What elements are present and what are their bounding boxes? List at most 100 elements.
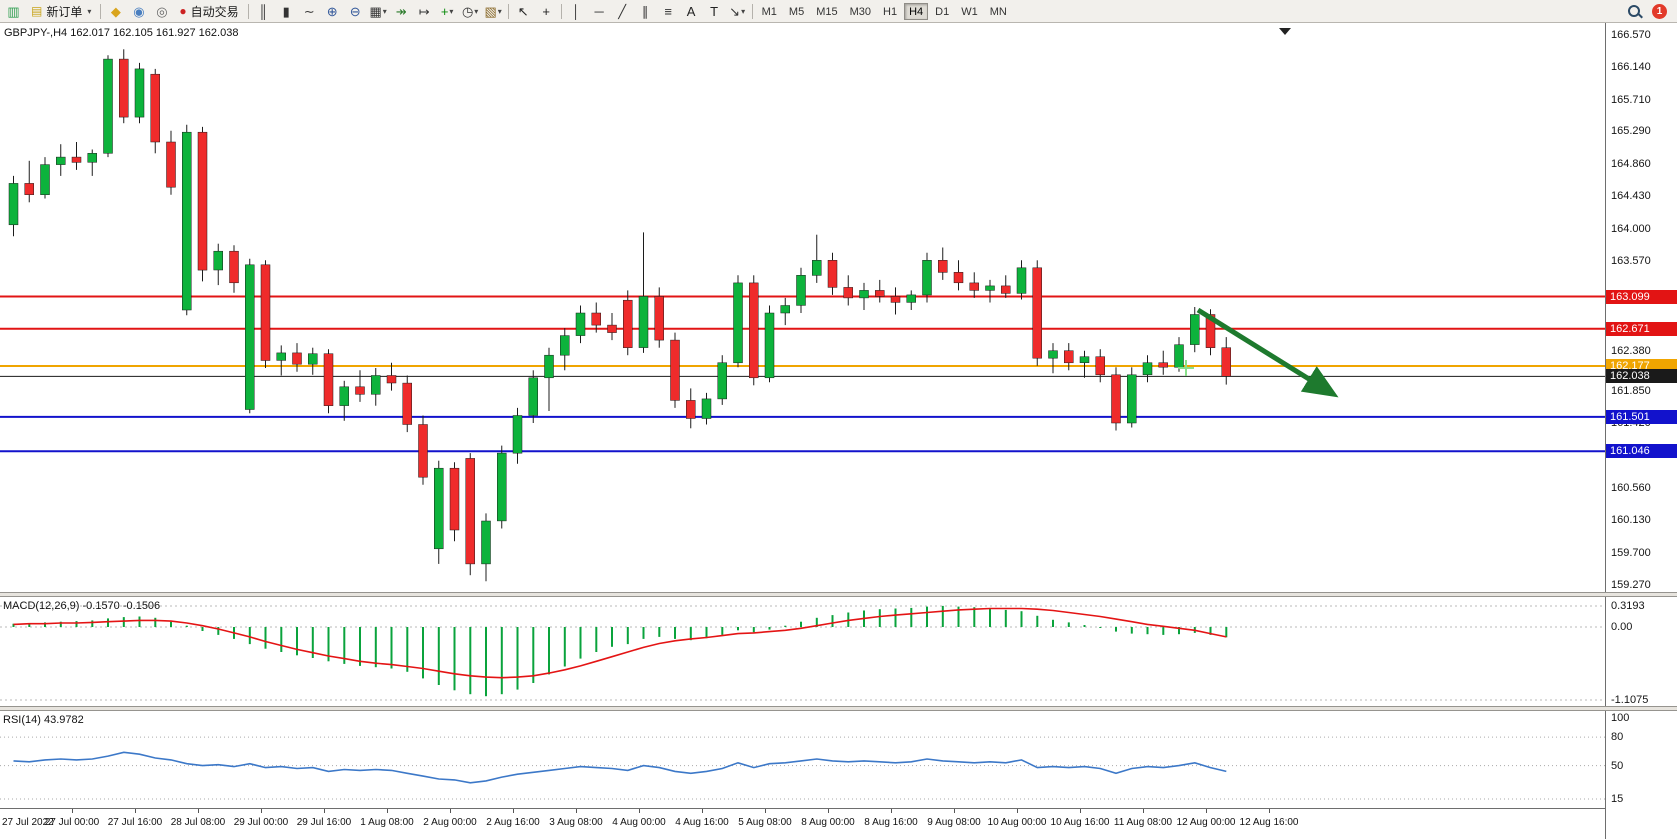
panel-separator[interactable] — [0, 592, 1677, 597]
notification-badge[interactable]: 1 — [1652, 3, 1667, 19]
search-icon[interactable] — [1626, 3, 1643, 19]
timeframe-button-M1[interactable]: M1 — [761, 5, 777, 18]
text-tool-icon[interactable]: A — [686, 3, 696, 19]
fibonacci-icon[interactable]: ≡ — [664, 3, 672, 19]
time-axis-tick — [576, 809, 577, 813]
terminal-icon[interactable]: ◎ — [156, 3, 168, 19]
trendline-icon[interactable]: ╱ — [618, 3, 627, 19]
price-tick-label: 165.290 — [1611, 125, 1651, 137]
templates-icon[interactable]: ▧ ▾ — [484, 3, 502, 19]
price-tick-label: 161.850 — [1611, 385, 1651, 397]
time-axis-label: 12 Aug 16:00 — [1239, 817, 1299, 828]
periods-icon[interactable]: ◷ ▾ — [461, 3, 479, 19]
price-axis[interactable]: 166.570 166.140 165.710 165.290 164.860 164.4… — [1605, 23, 1677, 839]
timeframe-button-D1[interactable]: D1 — [935, 5, 950, 18]
macd-tick-label: -1.1075 — [1611, 694, 1649, 706]
price-tick-label: 164.430 — [1611, 190, 1651, 202]
rsi-line — [13, 751, 1227, 784]
rsi-tick-label: 100 — [1611, 712, 1630, 724]
timeframe-button-M5[interactable]: M5 — [788, 5, 805, 18]
time-axis-tick — [1017, 809, 1018, 813]
app-icon[interactable]: ▥ — [7, 3, 20, 19]
auto-scroll-icon[interactable]: ↠ — [395, 3, 407, 19]
chart-ohlc-title: GBPJPY-,H4 162.017 162.105 161.927 162.0… — [4, 27, 239, 39]
label-tool-icon[interactable]: T — [710, 3, 719, 19]
time-axis-tick — [765, 809, 766, 813]
rsi-chart[interactable] — [0, 711, 1605, 808]
price-tick-label: 160.560 — [1611, 482, 1651, 494]
timeframe-button-W1[interactable]: W1 — [961, 5, 978, 18]
time-axis-label: 9 Aug 08:00 — [927, 817, 981, 828]
bar-chart-icon[interactable]: ║ — [258, 3, 268, 19]
time-axis-tick — [1269, 809, 1270, 813]
rsi-tick-label: 15 — [1611, 793, 1624, 805]
time-axis-tick — [891, 809, 892, 813]
zoom-out-icon[interactable]: ⊖ — [349, 3, 361, 19]
zoom-in-icon[interactable]: ⊕ — [326, 3, 338, 19]
time-axis-tick — [1143, 809, 1144, 813]
timeframe-button-MN[interactable]: MN — [989, 5, 1007, 18]
time-axis-label: 27 Jul 16:00 — [107, 817, 163, 828]
time-axis-tick — [954, 809, 955, 813]
time-axis-tick — [702, 809, 703, 813]
price-level-badge[interactable]: 162.671 — [1606, 322, 1677, 336]
time-axis-tick — [72, 809, 73, 813]
time-axis-tick — [450, 809, 451, 813]
line-chart-icon[interactable]: ∼ — [303, 3, 315, 19]
new-order-button[interactable]: ▤ 新订单 ▾ — [31, 4, 92, 19]
tile-windows-icon[interactable]: ▦ ▾ — [369, 3, 387, 19]
candlestick-chart-icon[interactable]: ▮ — [282, 3, 290, 19]
price-chart[interactable] — [0, 23, 1605, 592]
cursor-icon[interactable]: ↖ — [517, 3, 529, 19]
market-watch-icon[interactable]: ◆ — [110, 3, 121, 19]
crosshair-icon[interactable]: + — [542, 3, 550, 19]
timeframe-button-H4[interactable]: H4 — [904, 2, 929, 20]
autotrading-button[interactable]: ● 自动交易 — [179, 4, 239, 19]
time-axis-label: 27 Jul 2022 — [2, 817, 54, 828]
price-tick-label: 160.130 — [1611, 514, 1651, 526]
time-axis-label: 10 Aug 16:00 — [1050, 817, 1110, 828]
time-axis-tick — [1206, 809, 1207, 813]
macd-value-2: -0.1506 — [122, 600, 161, 612]
price-tick-label: 159.700 — [1611, 547, 1651, 559]
toolbar: ▥ ▤ 新订单 ▾ ◆ ◉ ◎ ● 自动交易 ║ ▮ ∼ ⊕ ⊖ ▦ ▾ ↠ ↦ + ▾ ◷ ▾ ▧ ▾ ↖ + │ ─ ╱ ∥ ≡ A T ↘ ▾… — [0, 0, 1677, 23]
vertical-line-icon[interactable]: │ — [572, 3, 581, 19]
price-tick-label: 166.570 — [1611, 29, 1651, 41]
horizontal-line-icon[interactable]: ─ — [594, 3, 604, 19]
panel-separator[interactable] — [0, 706, 1677, 711]
chart-shift-icon[interactable]: ↦ — [418, 3, 430, 19]
navigator-icon[interactable]: ◉ — [133, 3, 145, 19]
time-axis-label: 8 Aug 16:00 — [864, 817, 918, 828]
toolbar-separator — [560, 3, 562, 19]
time-axis[interactable]: 27 Jul 2022 27 Jul 00:00 27 Jul 16:00 28 Ju… — [0, 808, 1677, 839]
time-axis-tick — [387, 809, 388, 813]
timeframe-button-H1[interactable]: H1 — [883, 5, 898, 18]
price-tick-label: 164.000 — [1611, 223, 1651, 235]
channel-icon[interactable]: ∥ — [641, 3, 649, 19]
timeframe-button-M30[interactable]: M30 — [849, 5, 872, 18]
price-level-badge[interactable]: 161.501 — [1606, 410, 1677, 424]
time-axis-tick — [639, 809, 640, 813]
rsi-label-text: RSI(14) — [3, 714, 41, 726]
timeframe-button-M15[interactable]: M15 — [816, 5, 838, 18]
chart-shift-marker[interactable] — [1279, 28, 1291, 35]
price-level-badge[interactable]: 161.046 — [1606, 444, 1677, 458]
time-axis-label: 2 Aug 16:00 — [486, 817, 540, 828]
time-axis-tick — [198, 809, 199, 813]
trend-arrow-annotation[interactable] — [1196, 307, 1339, 398]
indicators-icon[interactable]: + ▾ — [440, 3, 454, 19]
toolbar-right-group: 1 — [1626, 3, 1667, 19]
price-tick-label: 159.270 — [1611, 579, 1651, 591]
time-axis-label: 29 Jul 16:00 — [296, 817, 352, 828]
price-level-badge[interactable]: 163.099 — [1606, 290, 1677, 304]
macd-chart[interactable] — [0, 597, 1605, 706]
rsi-tick-label: 80 — [1611, 731, 1624, 743]
price-level-badge[interactable]: 162.038 — [1606, 369, 1677, 383]
time-axis-label: 4 Aug 00:00 — [612, 817, 666, 828]
time-axis-tick — [135, 809, 136, 813]
toolbar-items: ▥ ▤ 新订单 ▾ ◆ ◉ ◎ ● 自动交易 ║ ▮ ∼ ⊕ ⊖ ▦ ▾ ↠ ↦ + ▾ ◷ ▾ ▧ ▾ ↖ + │ ─ ╱ ∥ ≡ A T ↘ ▾… — [0, 0, 1013, 22]
price-tick-label: 164.860 — [1611, 158, 1651, 170]
time-axis-tick — [1080, 809, 1081, 813]
shapes-icon[interactable]: ↘ ▾ — [729, 3, 746, 19]
